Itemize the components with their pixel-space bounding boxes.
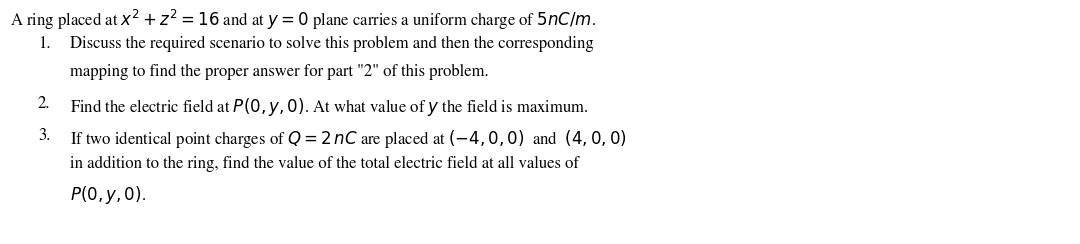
Text: $P(0, y, 0)$.: $P(0, y, 0)$. — [70, 184, 146, 206]
Text: Find the electric field at $P(0, y, 0)$. At what value of $y$ the field is maxim: Find the electric field at $P(0, y, 0)$.… — [70, 96, 589, 118]
Text: Discuss the required scenario to solve this problem and then the corresponding: Discuss the required scenario to solve t… — [70, 36, 594, 52]
Text: 3.: 3. — [38, 128, 51, 144]
Text: in addition to the ring, find the value of the total electric field at all value: in addition to the ring, find the value … — [70, 156, 579, 172]
Text: A ring placed at $x^2 + z^2 = 16$ and at $y = 0$ plane carries a uniform charge : A ring placed at $x^2 + z^2 = 16$ and at… — [10, 8, 596, 32]
Text: 1.: 1. — [38, 36, 51, 52]
Text: If two identical point charges of $Q = 2\,nC$ are placed at $(-4, 0, 0)$  and  $: If two identical point charges of $Q = 2… — [70, 128, 626, 150]
Text: mapping to find the proper answer for part "2" of this problem.: mapping to find the proper answer for pa… — [70, 64, 488, 80]
Text: 2.: 2. — [38, 96, 51, 112]
